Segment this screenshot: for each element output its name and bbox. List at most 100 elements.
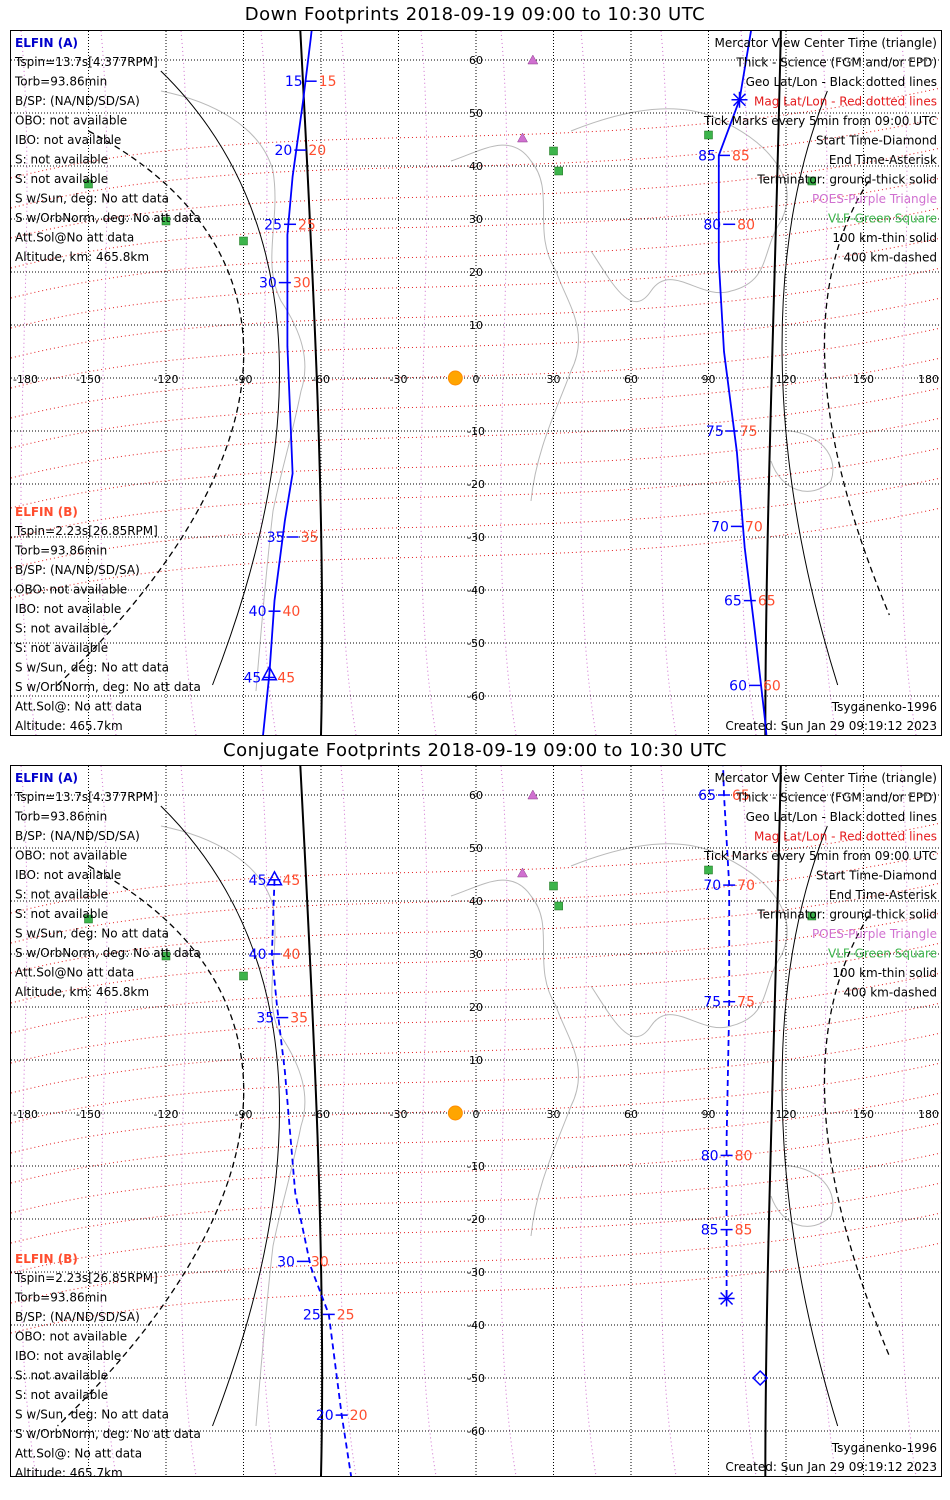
elfin-a-info-line: Altitude, km: 465.8km [15,985,149,999]
longitude-tick-label: -150 [76,373,101,386]
longitude-tick-label: 180 [918,373,939,386]
coastline-outline-3 [770,1164,834,1227]
coastline-outline-0 [160,825,306,1427]
longitude-tick-label: 0 [473,373,480,386]
mag-latitude-line [11,1242,941,1334]
legend-entry: 400 km-dashed [843,251,937,265]
mag-latitude-line [11,87,941,179]
track-east-time-label-a: 85 [698,148,716,164]
legend-entry: Tick Marks every 5min from 09:00 UTC [703,114,937,128]
longitude-tick-label: -180 [13,1108,38,1121]
elfin-b-name: ELFIN (B) [15,505,78,519]
longitude-tick-label: -90 [235,1108,253,1121]
mag-latitude-line [11,297,941,389]
latitude-tick-label: 60 [469,54,483,67]
legend-entry: Mercator View Center Time (triangle) [715,36,937,50]
track-east-time-label-a: 65 [724,594,742,610]
track-west-time-label-b: 25 [337,1307,355,1323]
vlf-square-icon [239,236,248,246]
vlf-square-icon [549,881,558,891]
track-east-time-label-b: 65 [758,594,776,610]
mag-latitude-line [11,387,941,479]
terminator-100km-east-line [781,90,839,686]
elfin-b-info-line: S w/Sun, deg: No att data [15,661,169,675]
mag-latitude-line [11,1182,941,1274]
elfin-b-name: ELFIN (B) [15,1252,78,1266]
vlf-square-icon [704,130,713,140]
track-east-time-label-b: 80 [737,217,755,233]
track-east-time-label-b: 75 [737,995,755,1011]
elfin-a-info-line: S w/OrbNorm, deg: No att data [15,946,201,960]
mag-longitude-line [100,31,117,735]
mag-longitude-line [660,766,677,1476]
view-center-triangle-icon [266,870,283,886]
elfin-b-info-line: S: not available [15,1388,108,1402]
mag-longitude-line [820,31,837,735]
coastline-outline-0 [160,90,306,692]
track-west-time-label-a: 45 [249,873,267,889]
latitude-tick-label: 10 [469,319,483,332]
start-time-diamond-icon [752,1369,769,1387]
track-east-time-label-a: 75 [706,424,724,440]
latitude-tick-label: 20 [469,266,483,279]
mag-longitude-line [660,31,677,735]
mag-latitude-line [11,1002,941,1094]
legend-entry: Geo Lat/Lon - Black dotted lines [746,810,937,824]
track-east-time-label-a: 80 [701,1148,719,1164]
mag-longitude-line [420,31,437,735]
legend-entry: Tick Marks every 5min from 09:00 UTC [703,849,937,863]
mag-longitude-line [260,31,277,735]
track-east-time-label-a: 75 [703,995,721,1011]
coastline-outline-1 [450,144,580,502]
latitude-tick-label: 10 [469,1054,483,1067]
elfin-b-info-line: S: not available [15,622,108,636]
mag-latitude-line [11,972,941,1064]
track-east-time-label-a: 65 [698,788,716,804]
elfin-a-info-line: Torb=93.86min [14,75,107,89]
legend-entry: 100 km-thin solid [832,966,937,980]
mag-longitude-line [900,31,917,735]
longitude-tick-label: 60 [624,373,638,386]
longitude-tick-label: 150 [853,1108,874,1121]
mag-latitude-line [11,207,941,299]
longitude-tick-label: -180 [13,373,38,386]
mag-latitude-line [11,117,941,209]
track-west-time-label-a: 25 [303,1307,321,1323]
latitude-tick-label: 40 [469,895,483,908]
terminator-east-line [764,766,782,1476]
longitude-tick-label: -90 [235,373,253,386]
model-label: Tsyganenko-1996 [831,1441,937,1455]
elfin-a-info-line: S: not available [15,907,108,921]
legend-entry: End Time-Asterisk [829,153,937,167]
track-east-time-label-b: 85 [735,1223,753,1239]
elfin-a-info-line: S w/Sun, deg: No att data [15,927,169,941]
mag-latitude-line [11,327,941,419]
mag-latitude-line [11,267,941,359]
track-east-time-label-b: 70 [737,878,755,894]
longitude-tick-label: 0 [473,1108,480,1121]
elfin-b-info-line: S: not available [15,1369,108,1383]
vlf-square-icon [84,179,93,189]
end-time-asterisk-icon [732,93,747,107]
terminator-east-line [764,31,782,735]
mag-longitude-line [500,31,517,735]
longitude-tick-label: -60 [312,373,330,386]
longitude-tick-label: 120 [776,1108,797,1121]
mag-longitude-line [340,31,357,735]
latitude-tick-label: 60 [469,789,483,802]
elfin-b-info-line: S w/OrbNorm, deg: No att data [15,1427,201,1441]
legend-entry: Terminator: ground-thick solid [756,173,937,187]
elfin-a-info-line: Tspin=13.7s[4.377RPM] [14,790,158,804]
elfin-a-name: ELFIN (A) [15,771,78,785]
latitude-tick-label: 30 [469,948,483,961]
track-west-time-label-b: 20 [308,143,326,159]
latitude-tick-label: -30 [467,531,485,544]
terminator-west-line [299,31,324,735]
mag-latitude-line [11,237,941,329]
track-west-time-label-b: 25 [298,217,316,233]
vlf-square-icon [807,911,817,921]
track-west-time-label-b: 35 [301,530,319,546]
track-west-time-label-a: 20 [316,1408,334,1424]
mag-latitude-line [11,1152,941,1244]
legend-entry: Start Time-Diamond [816,134,937,148]
